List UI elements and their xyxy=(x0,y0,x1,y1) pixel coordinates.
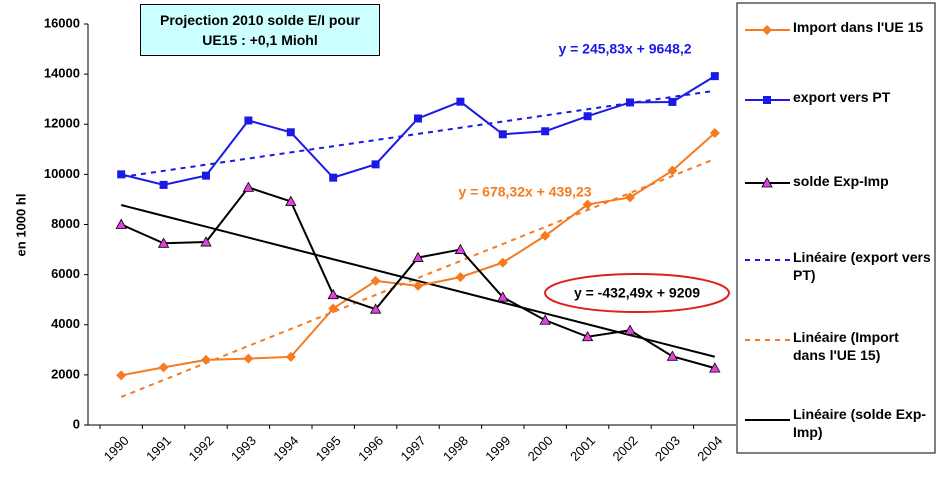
y-tick-label: 8000 xyxy=(51,216,80,231)
x-tick-label: 1990 xyxy=(101,433,132,464)
x-tick-label: 1996 xyxy=(355,433,386,464)
x-tick-label: 1999 xyxy=(482,433,513,464)
point xyxy=(626,98,634,107)
point xyxy=(157,237,170,248)
point xyxy=(668,97,677,106)
highlight-ellipse xyxy=(544,273,730,313)
point xyxy=(115,218,127,229)
x-tick-label: 1998 xyxy=(440,433,471,464)
point xyxy=(327,288,339,300)
point xyxy=(158,362,169,373)
x-tick-label: 1997 xyxy=(397,433,428,464)
x-tick-label: 1995 xyxy=(313,433,344,464)
x-tick-label: 2000 xyxy=(525,433,556,464)
x-tick-label: 2003 xyxy=(652,433,683,464)
point xyxy=(667,165,678,176)
point xyxy=(286,128,295,137)
legend-label: Linéaire (export vers PT) xyxy=(793,249,931,283)
point xyxy=(709,128,720,139)
y-tick-label: 4000 xyxy=(51,316,80,331)
annotation-box: Projection 2010 solde E/I pour UE15 : +0… xyxy=(140,4,380,56)
annotation: y = 245,83x + 9648,2 xyxy=(558,41,691,57)
legend-box xyxy=(736,2,936,454)
x-tick-label: 1993 xyxy=(228,433,259,464)
x-tick-label: 2002 xyxy=(609,433,640,464)
y-tick-label: 10000 xyxy=(44,166,80,181)
point xyxy=(762,25,772,35)
point xyxy=(581,330,594,342)
point xyxy=(709,362,721,373)
point xyxy=(540,230,551,241)
point xyxy=(412,251,424,262)
point xyxy=(202,171,210,180)
x-tick-label: 1991 xyxy=(143,433,174,464)
point xyxy=(159,180,168,189)
legend-label: Linéaire (solde Exp-Imp) xyxy=(793,406,927,440)
point xyxy=(242,181,255,192)
series-line xyxy=(120,158,716,398)
x-tick-label: 2004 xyxy=(694,433,725,464)
point xyxy=(201,354,211,365)
point xyxy=(497,291,509,302)
point xyxy=(285,195,297,206)
point xyxy=(414,114,422,123)
legend-label: solde Exp-Imp xyxy=(793,173,889,189)
point xyxy=(413,280,423,291)
point xyxy=(497,257,508,268)
point xyxy=(666,350,679,361)
point xyxy=(582,199,593,210)
point xyxy=(329,173,338,182)
point xyxy=(456,97,465,106)
y-tick-label: 6000 xyxy=(51,266,80,281)
x-tick-label: 1994 xyxy=(270,433,301,464)
point xyxy=(328,303,339,314)
y-tick-label: 2000 xyxy=(51,366,80,381)
legend-label: Linéaire (Import dans l'UE 15) xyxy=(793,329,899,363)
point xyxy=(625,192,635,203)
point xyxy=(455,272,466,283)
y-tick-label: 16000 xyxy=(44,15,80,30)
point xyxy=(454,243,467,254)
x-tick-label: 2001 xyxy=(567,433,598,464)
point xyxy=(371,160,380,169)
x-tick-label: 1992 xyxy=(185,433,216,464)
point xyxy=(370,275,381,286)
point xyxy=(710,72,719,81)
point xyxy=(244,116,253,125)
point xyxy=(761,177,773,188)
legend-label: export vers PT xyxy=(793,89,891,105)
y-tick-label: 12000 xyxy=(44,116,80,131)
point xyxy=(539,314,551,325)
series-line xyxy=(120,75,716,186)
point xyxy=(583,112,592,121)
y-tick-label: 0 xyxy=(73,416,80,431)
point xyxy=(624,324,636,335)
y-tick-label: 14000 xyxy=(44,66,80,81)
point xyxy=(116,370,127,381)
point xyxy=(200,236,212,247)
point xyxy=(763,96,771,104)
legend-label: Import dans l'UE 15 xyxy=(793,19,924,35)
point xyxy=(369,303,382,314)
series-line xyxy=(120,186,716,370)
point xyxy=(243,353,254,364)
annotation: y = 678,32x + 439,23 xyxy=(458,184,591,200)
y-axis-label: en 1000 hl xyxy=(13,194,28,257)
point xyxy=(117,170,126,179)
point xyxy=(541,127,550,136)
annotation: y = -432,49x + 9209 xyxy=(574,285,700,301)
point xyxy=(285,351,296,362)
point xyxy=(498,130,507,139)
